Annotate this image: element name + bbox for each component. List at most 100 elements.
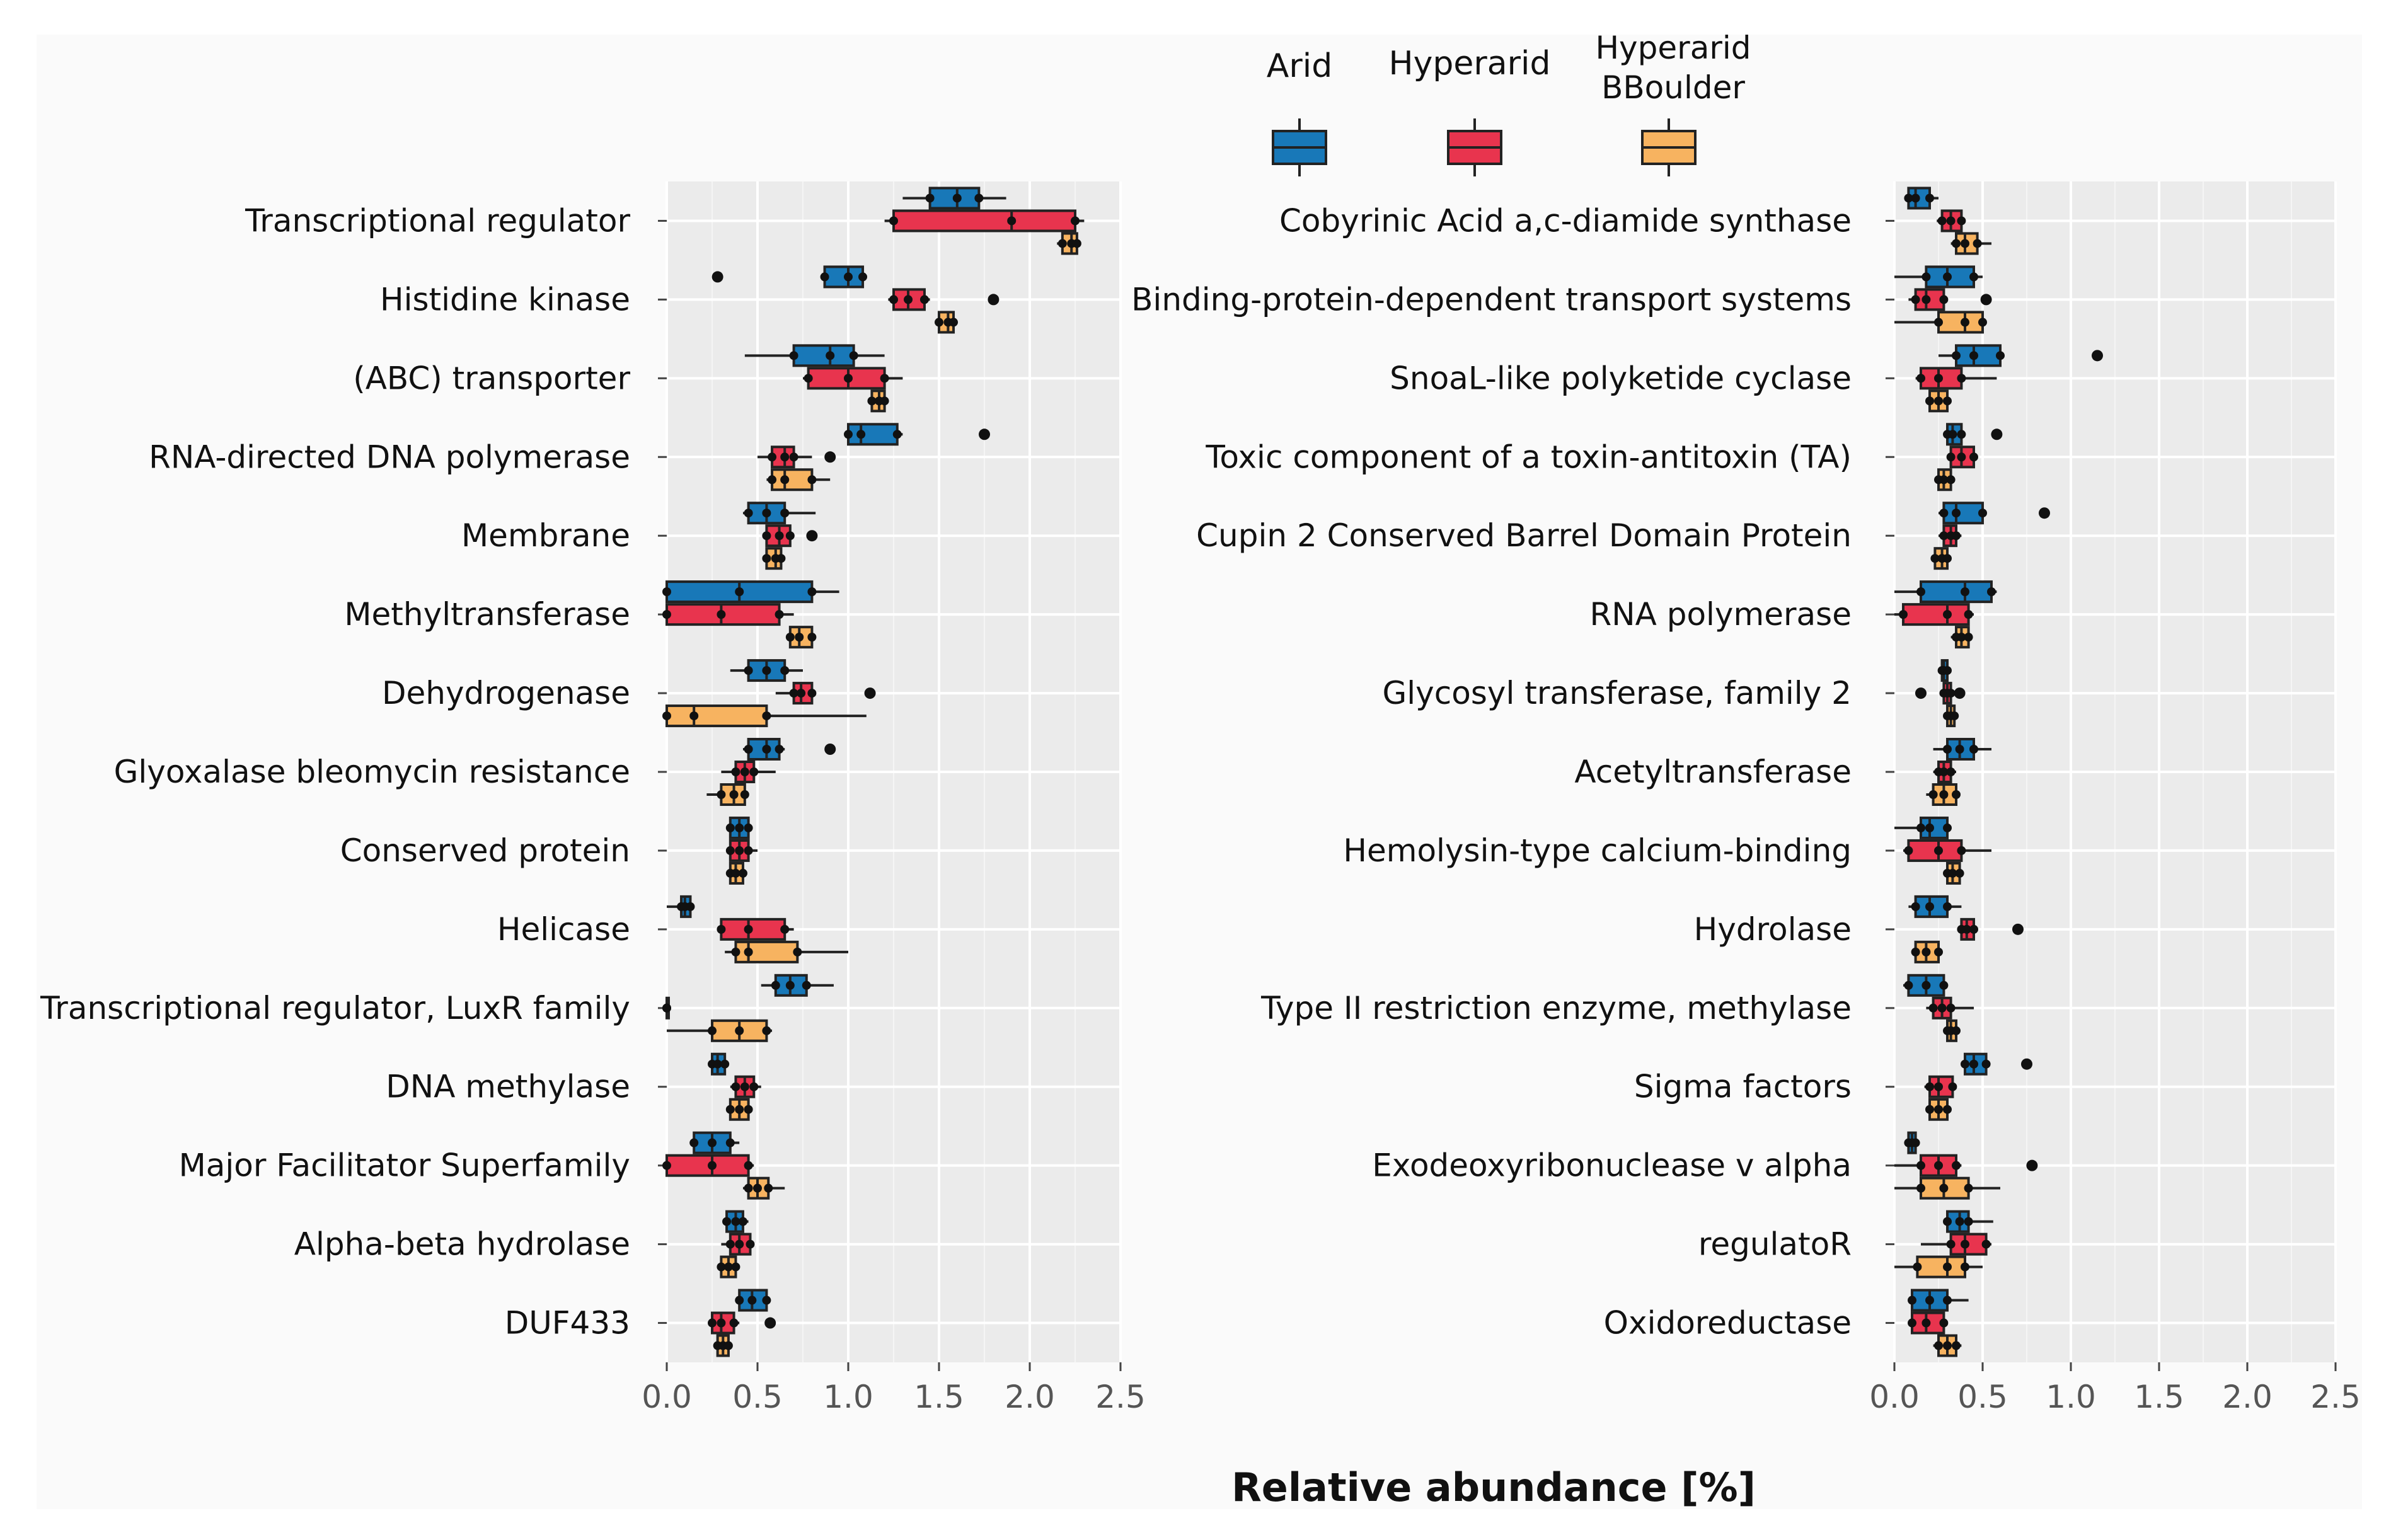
box-arid [725, 816, 753, 839]
sample-point [1957, 430, 1966, 439]
sample-point [1072, 239, 1081, 248]
sample-point [952, 193, 962, 203]
sample-point [1934, 1105, 1943, 1114]
sample-point [780, 666, 790, 675]
sample-point [1899, 610, 1908, 619]
sample-point [1961, 587, 1969, 597]
sample-point [1952, 1341, 1961, 1350]
sample-point [889, 216, 898, 226]
box-arid [1937, 659, 1952, 682]
sample-point [1943, 1105, 1952, 1114]
sample-point [1961, 1239, 1969, 1249]
outlier-point [2021, 1058, 2032, 1070]
sample-point [1948, 430, 1957, 439]
box-hyperarid [775, 682, 876, 705]
iqr-box [1955, 344, 2002, 367]
category-label: Transcriptional regulator [245, 202, 630, 239]
right-panel: 0.0 0.5 1.0 1.5 2.0 2.5 Cobyrinic Acid a,c-dia… [1131, 181, 2361, 1415]
sample-point [1921, 980, 1931, 990]
sample-point [689, 1138, 699, 1147]
sample-point [723, 1262, 733, 1272]
sample-point [775, 745, 784, 754]
sample-point [1934, 1341, 1943, 1350]
sample-point [722, 1217, 732, 1226]
sample-point [775, 531, 784, 541]
sample-point [1916, 1161, 1925, 1170]
sample-point [1071, 216, 1080, 226]
category-label: Exodeoxyribonuclease v alpha [1372, 1147, 1852, 1184]
sample-point [856, 430, 866, 439]
box-arid [708, 1052, 730, 1076]
sample-point [1961, 1059, 1969, 1069]
box-hyperarid-bboulder [1911, 940, 1943, 963]
sample-point [762, 1296, 771, 1305]
box-arid [730, 659, 803, 682]
box-hyperarid-bboulder [1933, 1334, 1962, 1357]
sample-point [662, 711, 671, 721]
sample-point [1943, 610, 1952, 619]
sample-point [793, 947, 802, 957]
sample-point [1946, 1239, 1956, 1249]
sample-point [785, 531, 795, 541]
sample-point [1925, 396, 1934, 406]
box-hyperarid [1921, 1233, 1991, 1256]
box-arid [667, 895, 695, 918]
outlier-point [712, 271, 723, 283]
sample-point [744, 846, 753, 855]
box-hyperarid-bboulder [1925, 389, 1952, 413]
outlier-point [764, 1317, 776, 1329]
sample-point [1952, 1026, 1961, 1035]
category-label: Histidine kinase [380, 281, 630, 318]
sample-point [1939, 475, 1949, 485]
box-arid [1939, 502, 2050, 525]
sample-point [740, 767, 749, 776]
sample-point [826, 351, 835, 360]
sample-point [1908, 1318, 1916, 1328]
box-arid [1961, 1052, 2032, 1076]
box-hyperarid [1939, 524, 1962, 548]
sample-point [1904, 193, 1913, 203]
sample-point [1955, 745, 1964, 754]
sample-point [1939, 509, 1949, 518]
category-label: Hemolysin-type calcium-binding [1343, 832, 1852, 869]
sample-point [780, 924, 790, 934]
box-arid [1908, 895, 1962, 918]
box-hyperarid [708, 1311, 776, 1335]
sample-point [762, 666, 771, 675]
sample-point [807, 689, 817, 698]
box-hyperarid-bboulder [766, 468, 831, 491]
outlier-point [824, 744, 836, 755]
box-hyperarid [721, 1233, 755, 1256]
sample-point [708, 1026, 717, 1035]
sample-point [1921, 295, 1931, 304]
sample-point [1943, 902, 1952, 911]
sample-point [762, 509, 771, 518]
sample-point [1943, 666, 1952, 675]
sample-point [686, 902, 695, 911]
sample-point [1943, 745, 1952, 754]
iqr-box [771, 468, 814, 491]
sample-point [717, 924, 726, 934]
category-label: DNA methylase [386, 1069, 630, 1105]
sample-point [1916, 1183, 1925, 1193]
box-hyperarid [1957, 917, 2024, 941]
box-hyperarid-bboulder [725, 861, 747, 885]
box-hyperarid-bboulder [1943, 704, 1959, 728]
sample-point [844, 374, 853, 383]
sample-point [1934, 374, 1943, 383]
box-hyperarid-bboulder [667, 1019, 773, 1042]
sample-point [753, 1183, 762, 1193]
box-arid [742, 502, 816, 525]
x-tick-label: 1.0 [2046, 1379, 2096, 1415]
box-hyperarid-bboulder [725, 940, 848, 963]
sample-point [1946, 452, 1956, 462]
sample-point [725, 846, 735, 855]
sample-point [1952, 790, 1961, 799]
sample-point [1911, 947, 1920, 957]
sample-point [662, 610, 671, 619]
category-label: RNA polymerase [1589, 596, 1852, 633]
category-label: DUF433 [505, 1305, 630, 1342]
outlier-point [1915, 687, 1927, 699]
sample-point [723, 1341, 733, 1350]
sample-point [1955, 868, 1964, 878]
